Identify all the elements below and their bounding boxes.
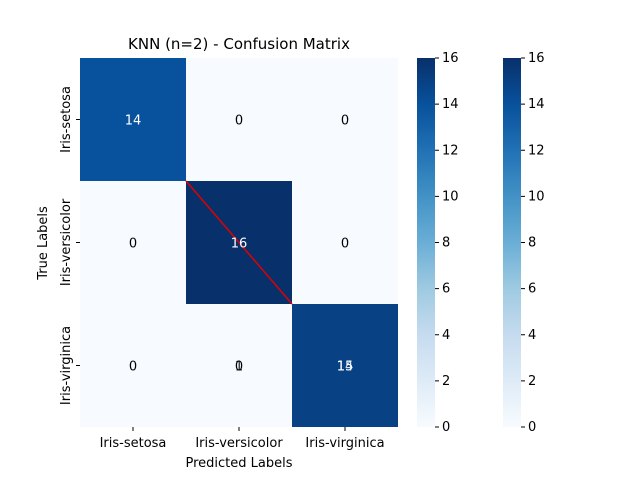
cell-value-r0-c2: 0	[341, 114, 349, 129]
colorbar-1-gradient	[503, 58, 521, 427]
heatmap-cell-r0-c2	[292, 58, 398, 181]
x-tick-label-2: Iris-virginica	[305, 436, 384, 451]
x-tick-label-0: Iris-setosa	[100, 436, 167, 451]
colorbar-1-tick-label-1: 2	[528, 374, 536, 389]
x-tick-label-1: Iris-versicolor	[195, 436, 283, 451]
heatmap-cell-r0-c0	[80, 58, 186, 181]
y-axis-ticks: Iris-setosa Iris-versicolor Iris-virginica	[59, 86, 80, 405]
diagonal-line-segment	[185, 180, 293, 305]
heatmap-cell-r2-c0	[80, 304, 186, 427]
heatmap-cell-r0-c1	[186, 58, 292, 181]
chart-title: KNN (n=2) - Confusion Matrix	[128, 35, 350, 53]
colorbar-1-tick-label-3: 6	[528, 282, 536, 297]
cell-annotations: 14 0 0 0 16 0 0 0 15 1 14	[125, 114, 354, 375]
colorbar-0-tick-label-6: 12	[442, 143, 459, 158]
colorbar-0-tick-label-5: 10	[442, 189, 459, 204]
cell-value-r2-c2: 15	[337, 360, 354, 375]
colorbar-1-tick-label-7: 14	[528, 97, 545, 112]
heatmap-cell-r1-c0	[80, 181, 186, 304]
colorbar-0-tick-label-0: 0	[442, 420, 450, 435]
y-tick-label-2: Iris-virginica	[59, 326, 74, 405]
overlay-value-0: 1	[235, 360, 243, 375]
colorbars: 0 2 4 6 8 10 12 14 16 0 2 4 6 8 10 12 14 16	[417, 51, 545, 435]
y-tick-label-1: Iris-versicolor	[59, 198, 74, 286]
colorbar-1-tick-label-5: 10	[528, 189, 545, 204]
cell-value-r1-c1: 16	[231, 237, 248, 252]
colorbar-0-tick-label-1: 2	[442, 374, 450, 389]
diagonal-line	[185, 180, 293, 305]
colorbar-1-tick-label-4: 8	[528, 236, 536, 251]
colorbar-0-tick-label-7: 14	[442, 97, 459, 112]
y-tick-label-0: Iris-setosa	[59, 86, 74, 153]
colorbar-1-tick-label-0: 0	[528, 420, 536, 435]
cell-value-r1-c0: 0	[129, 237, 137, 252]
cell-value-r2-c1: 0	[235, 360, 243, 375]
cell-value-r0-c1: 0	[235, 114, 243, 129]
heatmap-cell-r2-c1	[186, 304, 292, 427]
cell-value-r2-c0: 0	[129, 360, 137, 375]
colorbar-0-tick-label-3: 6	[442, 282, 450, 297]
colorbar-1-tick-label-6: 12	[528, 143, 545, 158]
colorbar-0-gradient	[417, 58, 435, 427]
x-axis-label: Predicted Labels	[185, 456, 292, 471]
heatmap-cell-r1-c2	[292, 181, 398, 304]
colorbar-1-tick-label-2: 4	[528, 328, 536, 343]
colorbar-0-tick-label-8: 16	[442, 51, 459, 66]
colorbar-0-tick-label-2: 4	[442, 328, 450, 343]
x-axis-ticks: Iris-setosa Iris-versicolor Iris-virginica	[100, 427, 385, 451]
colorbar-1-tick-label-8: 16	[528, 51, 545, 66]
heatmap-cell-r2-c2	[292, 304, 398, 427]
overlay-value-1: 14	[337, 360, 354, 375]
cell-value-r1-c2: 0	[341, 237, 349, 252]
cell-value-r0-c0: 14	[125, 114, 142, 129]
colorbar-0-tick-label-4: 8	[442, 236, 450, 251]
y-axis-label: True Labels	[36, 206, 51, 281]
